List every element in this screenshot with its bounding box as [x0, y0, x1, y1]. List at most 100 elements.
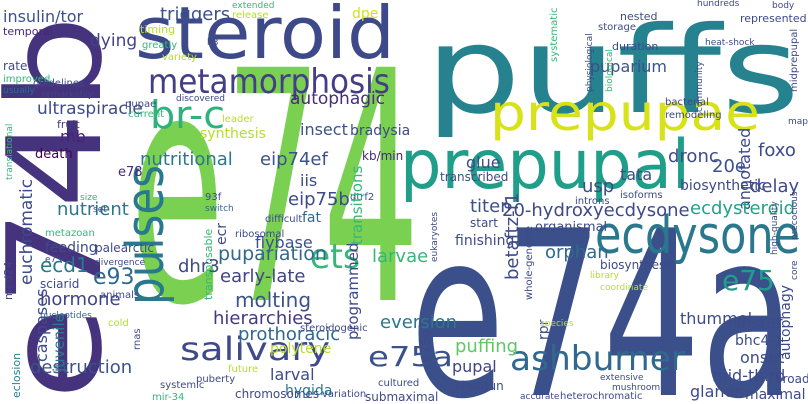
word: euchromatic — [17, 179, 37, 285]
word: difficult — [265, 214, 302, 225]
word: nucleotides — [40, 311, 92, 321]
word: larvae — [372, 246, 428, 267]
word: start — [470, 216, 498, 230]
word: polytene — [270, 341, 331, 357]
word: iis — [300, 171, 317, 190]
word: 20e — [712, 156, 746, 177]
word: molting — [235, 288, 311, 312]
word: map — [788, 117, 808, 127]
word: biosynthesis — [600, 258, 675, 272]
word: prothoracic — [238, 324, 340, 345]
word: e75a — [368, 340, 453, 373]
word: fruit — [57, 118, 80, 131]
word: extensive — [600, 373, 644, 383]
word: titer — [470, 196, 508, 217]
word: mushroom — [612, 383, 660, 393]
word: orphan — [545, 242, 609, 263]
word: larval — [270, 365, 315, 384]
word: library — [590, 271, 620, 281]
word: core — [790, 260, 800, 280]
word: br-c — [150, 93, 225, 137]
word: puffs — [425, 2, 800, 141]
word: release — [232, 10, 268, 21]
word: leader — [222, 114, 255, 125]
word: nutrient — [57, 199, 129, 220]
word: accurate — [520, 392, 560, 402]
word: onset — [740, 348, 784, 367]
word: hygida — [285, 383, 332, 399]
word: cold — [108, 318, 129, 329]
word: community — [695, 61, 705, 112]
word: variation — [322, 389, 366, 400]
word: dhr3 — [178, 256, 220, 277]
word: species — [540, 319, 574, 329]
word: puberty — [196, 374, 235, 385]
word: current — [128, 109, 164, 120]
word: high-quality — [770, 201, 780, 255]
word: storage — [598, 22, 636, 33]
word: organismal — [535, 220, 607, 235]
word: early-late — [220, 266, 306, 287]
word: broad — [775, 372, 808, 386]
word: prepupal — [400, 126, 690, 205]
word: e75 — [722, 264, 775, 297]
word: betaftz-f1 — [502, 193, 523, 280]
word: guidelines — [33, 78, 84, 89]
word: bhc4-1 — [735, 333, 783, 349]
word: pupal — [452, 357, 497, 376]
word: finishing — [455, 233, 514, 249]
word: programmed — [344, 243, 362, 340]
word: e74a — [410, 183, 795, 404]
word: palearctic — [95, 241, 154, 255]
word: prepupae — [490, 84, 760, 142]
word: switch — [205, 204, 234, 214]
word: precocious — [790, 191, 800, 240]
word: 93f — [205, 192, 222, 203]
word: e74 — [130, 4, 420, 376]
word: mb — [60, 127, 86, 146]
word: pupariation — [218, 243, 327, 265]
word: pulses — [116, 165, 176, 305]
word: instar — [737, 313, 783, 332]
word: puparium — [590, 57, 667, 76]
word: dronc — [668, 146, 719, 167]
word: tata — [620, 165, 652, 184]
word: h3 — [207, 38, 218, 48]
word: e75c — [45, 255, 67, 265]
word: shotgun — [455, 379, 504, 393]
word: e93 — [93, 265, 135, 290]
word: eip75b — [288, 189, 350, 210]
word: isoforms — [620, 190, 663, 201]
word: rpr — [536, 319, 552, 340]
word: whole-genome — [524, 226, 535, 300]
word: remarkably — [42, 90, 94, 100]
word: systemic — [160, 380, 204, 391]
word: metazoan — [45, 228, 95, 239]
word: dpe — [352, 6, 378, 22]
word: usp — [582, 176, 614, 197]
word: e74b — [0, 15, 131, 400]
word: foxo — [758, 140, 796, 161]
word: caspases — [32, 289, 51, 362]
word: hundreds — [697, 0, 740, 9]
word: rnas — [132, 328, 143, 350]
word: steroidogenic — [300, 323, 368, 334]
word: coordinate — [600, 283, 648, 293]
word: eversion — [380, 312, 457, 333]
word: dying — [90, 31, 137, 51]
word: annotated — [735, 128, 754, 210]
word: timing — [140, 23, 175, 36]
word: transitions — [348, 166, 366, 245]
word: temporal — [3, 25, 53, 38]
word: animals — [100, 290, 139, 301]
word: systematic — [549, 8, 560, 62]
word: transposable — [202, 228, 215, 300]
word: glands — [690, 382, 743, 401]
word: cultured — [378, 378, 419, 389]
word: synthesis — [200, 126, 266, 142]
word: ashburner — [510, 339, 685, 379]
word: ecdysone — [595, 206, 800, 266]
word: autophagy — [778, 285, 794, 360]
